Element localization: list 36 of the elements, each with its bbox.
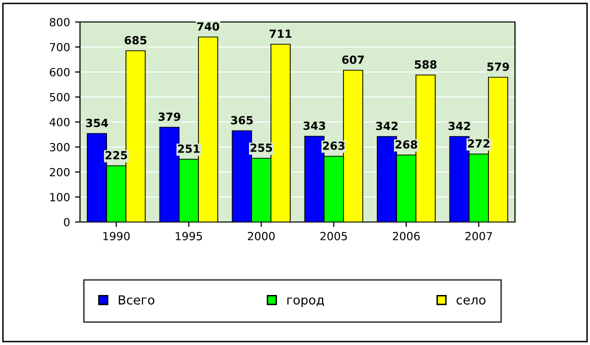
x-tick-label: 2006 (392, 232, 420, 240)
x-tick-label: 1995 (176, 232, 202, 240)
data-label: 740 (197, 22, 220, 31)
data-label: 588 (414, 60, 436, 69)
y-tick-label: 100 (50, 192, 70, 202)
data-label: 268 (396, 140, 418, 149)
data-label: 379 (158, 112, 180, 121)
data-label: 711 (270, 30, 292, 38)
data-label: 607 (342, 56, 364, 64)
data-label: 365 (231, 116, 253, 124)
data-label: 342 (448, 122, 470, 130)
data-label: 579 (487, 62, 509, 71)
y-tick-label: 400 (50, 118, 70, 126)
y-tick-label: 0 (64, 218, 70, 226)
data-label: 272 (468, 139, 490, 148)
y-tick-label: 700 (50, 42, 70, 52)
data-label: 685 (124, 36, 146, 44)
x-tick-label: 2000 (248, 232, 275, 240)
y-tick-label: 800 (50, 18, 70, 26)
data-label: 343 (304, 122, 326, 130)
data-label: 354 (86, 118, 108, 128)
x-tick-label: 1990 (103, 232, 130, 240)
legend-label: Всего (118, 295, 154, 305)
y-tick-label: 300 (50, 142, 70, 152)
y-tick-label: 500 (50, 92, 70, 102)
y-tick-label: 600 (50, 68, 70, 76)
legend-label: село (456, 297, 486, 305)
x-tick-label: 2007 (465, 232, 492, 240)
data-label: 251 (178, 144, 200, 153)
data-label: 225 (106, 151, 128, 160)
data-label: 255 (250, 144, 272, 152)
x-tick-label: 2005 (320, 232, 347, 240)
y-tick-label: 200 (50, 168, 70, 176)
legend-label: город (287, 297, 324, 308)
data-label: 342 (376, 122, 398, 130)
data-label: 263 (323, 142, 344, 150)
